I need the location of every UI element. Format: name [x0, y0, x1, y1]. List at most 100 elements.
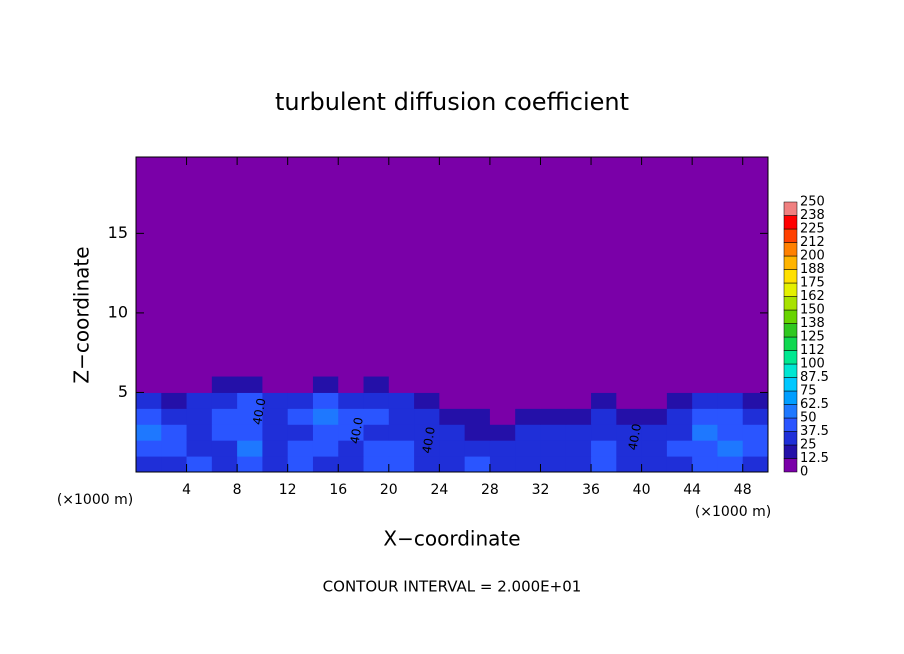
field-cell	[515, 456, 541, 473]
field-cell	[540, 376, 567, 393]
field-cell	[565, 408, 592, 425]
field-cell	[312, 424, 339, 441]
field-cell	[414, 424, 440, 441]
field-cell	[616, 408, 643, 425]
field-cell	[692, 408, 718, 425]
field-cell	[287, 408, 314, 425]
x-tick-label: 32	[532, 482, 550, 498]
field-cell	[717, 440, 744, 457]
field-cell	[742, 392, 769, 409]
field-cell	[439, 456, 466, 473]
colorbar-swatch	[783, 269, 798, 284]
field-cell	[211, 424, 238, 441]
field-cell	[136, 424, 162, 441]
field-cell	[540, 424, 567, 441]
colorbar-label: 75	[800, 384, 817, 399]
colorbar-label: 225	[800, 222, 825, 237]
field-cell	[186, 376, 213, 393]
field-cell	[666, 440, 693, 457]
field-cell	[388, 440, 415, 457]
field-cell	[338, 376, 365, 393]
colorbar-swatch	[783, 458, 798, 473]
colorbar-swatch	[783, 215, 798, 230]
field-cell	[717, 424, 744, 441]
colorbar-label: 200	[800, 249, 825, 264]
field-cell	[464, 376, 491, 393]
field-cell	[262, 392, 289, 409]
field-cell	[262, 376, 289, 393]
field-cell	[287, 440, 314, 457]
colorbar-label: 238	[800, 208, 825, 223]
field-cell	[616, 424, 643, 441]
field-cell	[666, 376, 693, 393]
colorbar-label: 250	[800, 195, 825, 210]
x-tick-label: 48	[734, 482, 752, 498]
colorbar-label: 212	[800, 235, 825, 250]
field-cell	[540, 408, 567, 425]
colorbar-label: 50	[800, 411, 817, 426]
field-cell	[742, 424, 769, 441]
field-cell	[641, 408, 668, 425]
colorbar-label: 175	[800, 276, 825, 291]
colorbar-swatch	[783, 309, 798, 324]
contour-label: 40.0	[420, 426, 438, 455]
field-cell	[692, 424, 718, 441]
field-cell	[414, 408, 440, 425]
field-cell	[136, 440, 162, 457]
field-cell	[565, 424, 592, 441]
field-cell	[363, 392, 390, 409]
field-cell	[717, 376, 744, 393]
field-cell	[388, 392, 415, 409]
field-cell	[540, 440, 567, 457]
colorbar-label: 12.5	[800, 451, 829, 466]
field-cell	[211, 408, 238, 425]
field-cell	[136, 376, 162, 393]
contour-label: 40.0	[347, 416, 365, 445]
colorbar-swatch	[783, 336, 798, 351]
field-cell	[641, 392, 668, 409]
colorbar-swatch	[783, 404, 798, 419]
field-cell	[641, 440, 668, 457]
field-cell	[717, 456, 744, 473]
colorbar-swatch	[783, 444, 798, 459]
field-cell	[540, 392, 567, 409]
field-cell	[211, 456, 238, 473]
field-cell	[439, 376, 466, 393]
field-cell	[287, 424, 314, 441]
field-cell	[464, 408, 491, 425]
colorbar-label: 112	[800, 343, 825, 358]
field-cell	[692, 376, 718, 393]
field-cell	[136, 456, 162, 473]
field-cell	[515, 440, 541, 457]
field-cell	[489, 456, 516, 473]
field-cell	[338, 408, 365, 425]
field-cell	[540, 456, 567, 473]
field-cell	[591, 376, 617, 393]
field-cell	[237, 408, 263, 425]
field-cell	[591, 392, 617, 409]
field-cell	[287, 456, 314, 473]
field-cell	[338, 424, 365, 441]
field-cell	[414, 456, 440, 473]
field-cell	[515, 424, 541, 441]
x-unit-label: (×1000 m)	[695, 504, 771, 520]
field-cell	[742, 408, 769, 425]
field-cell	[641, 376, 668, 393]
field-cell	[692, 392, 718, 409]
colorbar-label: 100	[800, 357, 825, 372]
field-cell	[237, 376, 263, 393]
field-cell	[388, 456, 415, 473]
field-cell	[666, 392, 693, 409]
field-cell	[616, 392, 643, 409]
x-tick-label: 16	[329, 482, 347, 498]
field-cell	[287, 392, 314, 409]
field-cell	[414, 376, 440, 393]
x-axis-label: X−coordinate	[383, 527, 520, 551]
field-cell	[692, 440, 718, 457]
y-tick-label: 5	[118, 382, 128, 401]
field-cell	[439, 392, 466, 409]
field-cell	[186, 392, 213, 409]
field-cell	[363, 376, 390, 393]
field-cell	[262, 456, 289, 473]
field-cell	[742, 456, 769, 473]
